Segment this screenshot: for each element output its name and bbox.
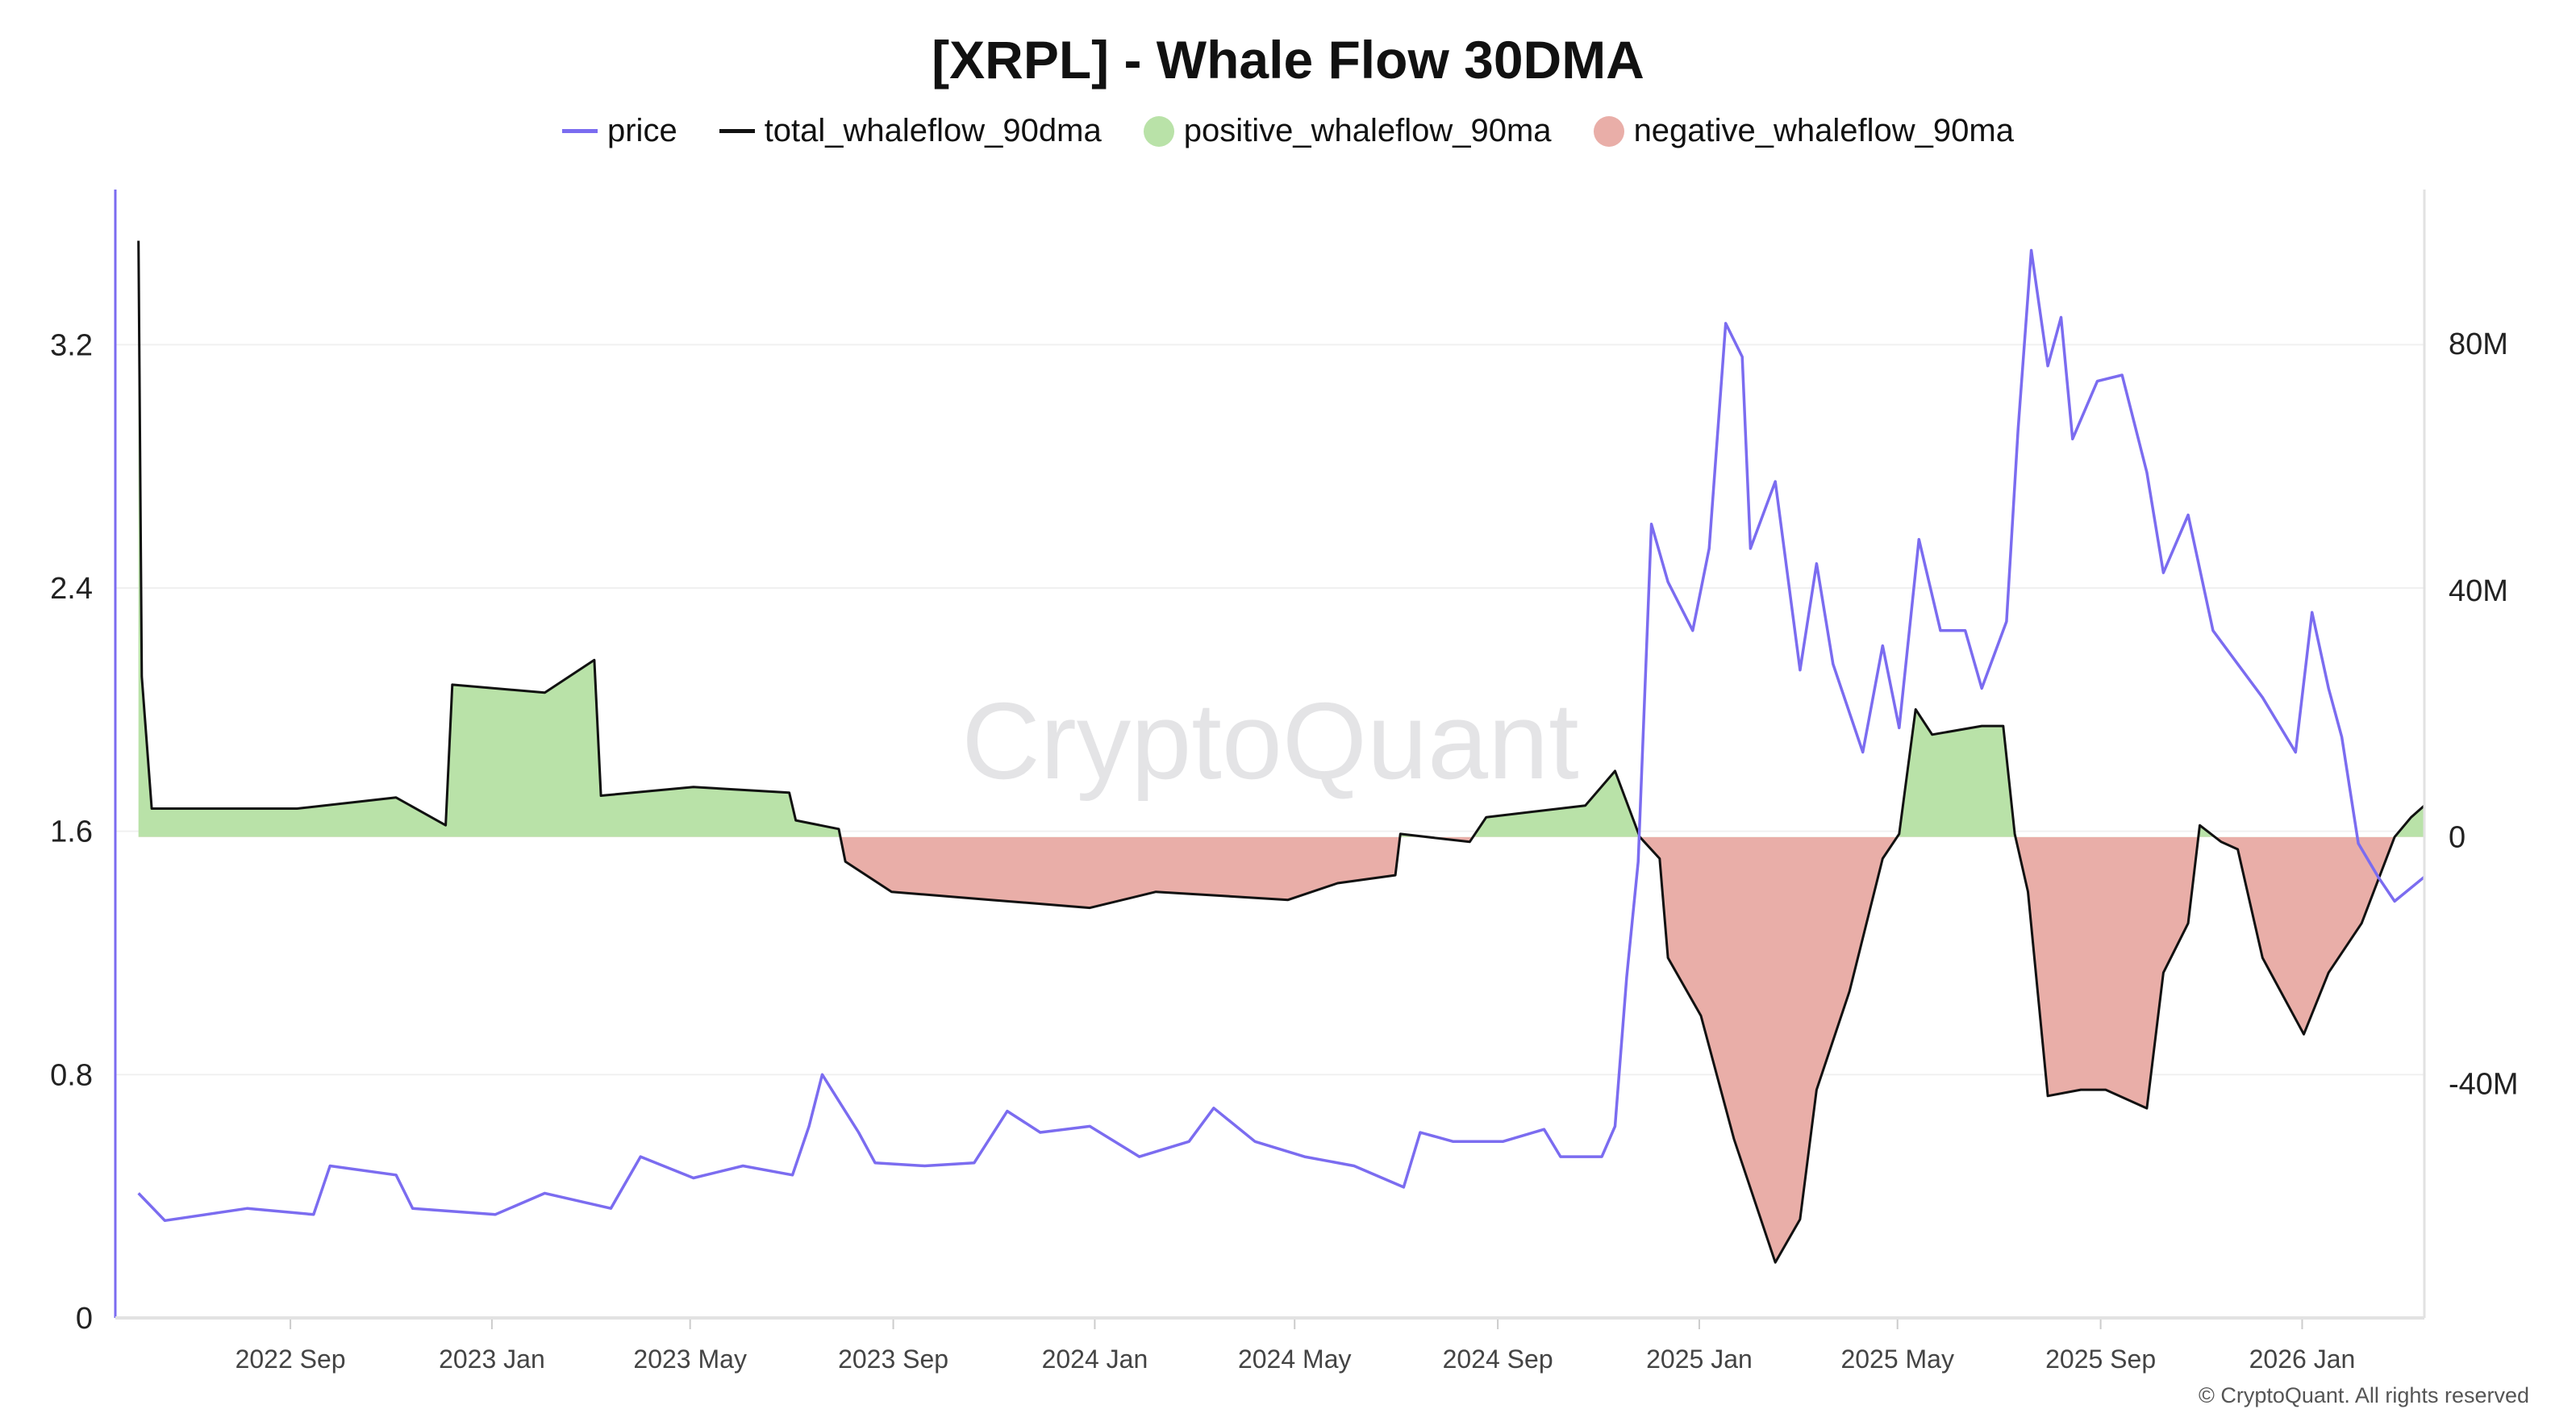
y-left-tick-label: 0 (76, 1302, 93, 1336)
x-tick-label: 2022 Sep (236, 1345, 346, 1374)
positive-whaleflow-swatch (1143, 115, 1174, 147)
total-whaleflow-swatch (719, 129, 755, 133)
y-right-tick-label: -40M (2449, 1067, 2519, 1101)
y-left-tick-label: 1.6 (50, 815, 93, 849)
legend-label: total_whaleflow_90dma (764, 113, 1102, 148)
watermark: CryptoQuant (961, 680, 1578, 802)
x-tick-label: 2023 Sep (838, 1345, 948, 1374)
y-right-tick-label: 0 (2449, 821, 2466, 855)
legend-item-negative-whaleflow[interactable]: negative_whaleflow_90ma (1593, 113, 2014, 149)
price-swatch (561, 129, 598, 133)
total-whaleflow-line (137, 240, 2425, 1264)
legend-item-positive-whaleflow[interactable]: positive_whaleflow_90ma (1143, 113, 1552, 149)
x-tick-label: 2024 Jan (1042, 1345, 1148, 1374)
legend-label: positive_whaleflow_90ma (1183, 113, 1552, 148)
x-tick-label: 2024 May (1238, 1345, 1352, 1374)
negative-whaleflow-swatch (1593, 115, 1624, 147)
legend-label: negative_whaleflow_90ma (1633, 113, 2014, 148)
x-tick-label: 2024 Sep (1443, 1345, 1553, 1374)
x-tick-label: 2025 Jan (1646, 1345, 1753, 1374)
x-tick-label: 2025 May (1840, 1345, 1954, 1374)
copyright: © CryptoQuant. All rights reserved (2198, 1383, 2529, 1407)
legend-item-total-whaleflow[interactable]: total_whaleflow_90dma (719, 113, 1102, 149)
x-tick-label: 2023 Jan (439, 1345, 545, 1374)
x-tick-label: 2025 Sep (2045, 1345, 2156, 1374)
price-line (137, 248, 2426, 1223)
x-tick-label: 2026 Jan (2249, 1345, 2356, 1374)
legend-item-price[interactable]: price (561, 113, 677, 149)
chart-title: [XRPL] - Whale Flow 30DMA (932, 30, 1644, 90)
legend-label: price (606, 113, 677, 148)
x-tick-label: 2023 May (633, 1345, 747, 1374)
y-left-tick-label: 2.4 (50, 572, 93, 606)
y-right-tick-label: 40M (2449, 574, 2508, 608)
legend: price total_whaleflow_90dma positive_wha… (0, 113, 2576, 149)
y-left-tick-label: 3.2 (50, 328, 93, 362)
negative-whaleflow-area (840, 836, 2395, 1263)
y-right-tick-label: 80M (2449, 327, 2508, 361)
y-left-tick-label: 0.8 (50, 1058, 93, 1092)
